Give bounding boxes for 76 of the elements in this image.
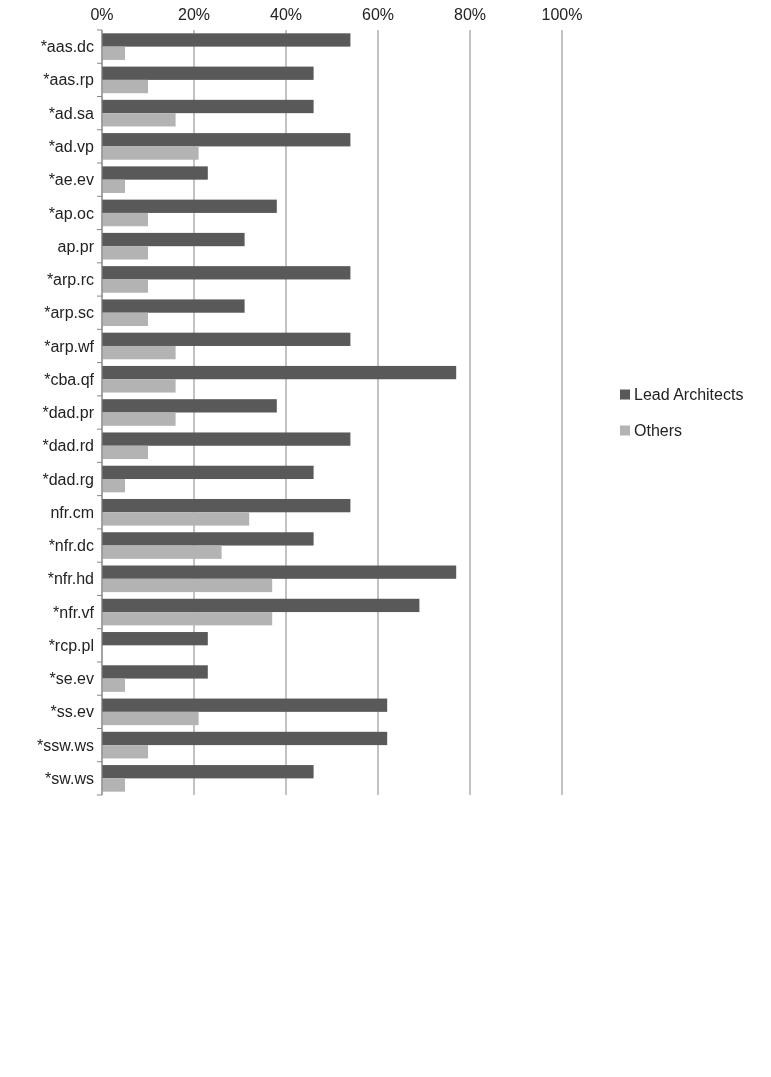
y-tick-label: *arp.sc [44,304,94,322]
bar [102,266,351,280]
y-tick-label: *ssw.ws [37,736,94,754]
bar [102,445,148,460]
bar [102,379,176,393]
y-tick-label: *sw.ws [45,769,94,787]
bar [102,545,222,559]
bar [102,479,125,493]
bar [102,246,148,260]
y-tick-label: *arp.rc [46,271,94,289]
bar [102,232,245,247]
bar [102,345,176,360]
x-tick-label: 100% [541,6,583,23]
y-tick-label: ap.pr [57,237,95,255]
x-tick-label: 40% [269,6,303,23]
bar [102,133,351,147]
y-tick-label: *se.ev [49,670,94,688]
bar [102,113,176,127]
bar [102,146,199,160]
y-tick-label: *dad.rg [42,470,94,488]
bar [102,678,125,692]
bar [102,66,314,80]
bar [102,399,277,413]
y-tick-label: *ad.sa [48,104,95,122]
legend-label: Lead Architects [634,386,744,404]
bar [102,412,176,426]
y-tick-label: *ad.vp [48,138,95,156]
y-tick-label: *nfr.hd [47,570,94,588]
bar [102,512,250,526]
y-tick-label: *aas.dc [40,38,94,56]
y-tick-label: *ae.ev [48,171,94,189]
bar [102,432,351,446]
bar [102,365,457,380]
bar [102,33,351,47]
y-tick-label: *rcp.pl [48,636,94,654]
bar [102,632,208,646]
bar [102,698,388,712]
bar [102,665,208,679]
bar [102,79,148,94]
bar [102,731,388,746]
y-tick-label: *ap.oc [48,204,94,222]
y-tick-label: *nfr.dc [48,537,94,555]
bar [102,612,273,626]
bar [102,46,125,60]
bar [102,745,148,759]
y-tick-label: *dad.rd [42,437,94,455]
bar [102,598,420,613]
bar [102,279,148,293]
bar [102,166,208,180]
bar [102,99,314,114]
bar [102,179,125,193]
bar [102,711,199,726]
bar [102,578,273,593]
y-tick-label: nfr.cm [50,503,94,521]
bar [102,565,457,579]
bar [102,299,245,313]
x-tick-label: 0% [90,6,114,23]
bar [102,765,314,779]
y-tick-label: *cba.qf [44,370,95,388]
legend-label: Others [634,422,683,440]
y-tick-label: *arp.wf [44,337,95,355]
bar [102,332,351,346]
bar [102,532,314,546]
y-tick-label: *aas.rp [43,71,95,89]
bar [102,199,277,213]
bar [102,778,125,792]
y-tick-label: *ss.ev [50,703,94,721]
bar [102,465,314,480]
bar [102,312,148,327]
x-tick-label: 20% [177,6,211,23]
bar [102,498,351,513]
bar [102,212,148,227]
y-tick-label: *dad.pr [42,404,95,422]
x-tick-label: 60% [361,6,395,23]
x-tick-label: 80% [453,6,487,23]
y-tick-label: *nfr.vf [53,603,95,621]
